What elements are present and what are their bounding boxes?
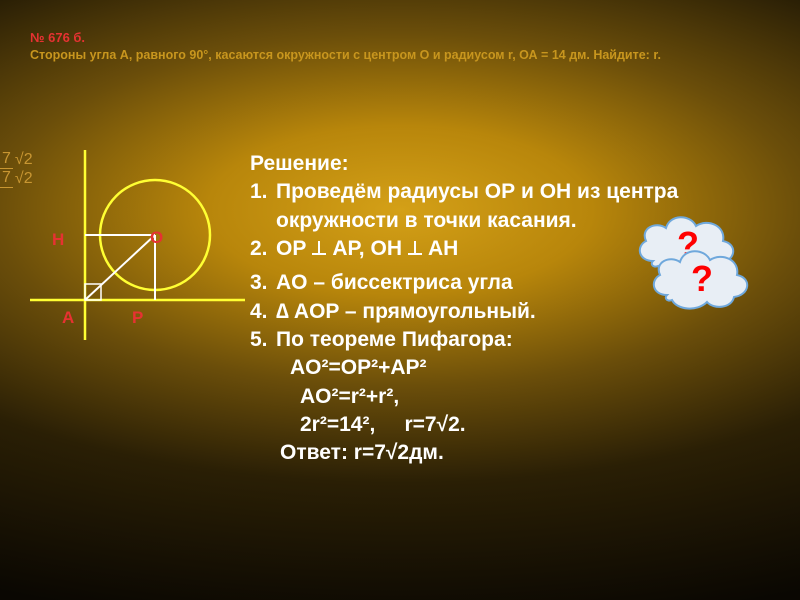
label-O: О <box>150 228 163 248</box>
equation: 2r²=14², r=7√2. <box>250 411 790 439</box>
solution-heading: Решение: <box>250 150 790 178</box>
question-mark: ? <box>642 240 762 318</box>
label-A: А <box>62 308 74 328</box>
perp-icon <box>408 241 422 257</box>
step-num: 5. <box>250 326 276 354</box>
problem-number: № 676 б. <box>0 0 800 47</box>
thought-clouds: ? ? <box>620 200 770 340</box>
equation: AO²=OP²+AP² <box>250 354 790 382</box>
geometry-diagram: Н О А Р <box>10 140 250 360</box>
equation: AO²=r²+r², <box>250 383 790 411</box>
step-num: 1. <box>250 178 276 235</box>
problem-text: Стороны угла А, равного 90°, касаются ок… <box>0 47 740 75</box>
step-num: 2. <box>250 235 276 263</box>
answer: Ответ: r=7√2дм. <box>250 439 790 467</box>
label-H: Н <box>52 230 64 250</box>
perp-icon <box>312 241 326 257</box>
label-P: Р <box>132 308 143 328</box>
step-num: 4. <box>250 298 276 326</box>
step-num: 3. <box>250 269 276 297</box>
cloud-front: ? <box>642 240 762 320</box>
